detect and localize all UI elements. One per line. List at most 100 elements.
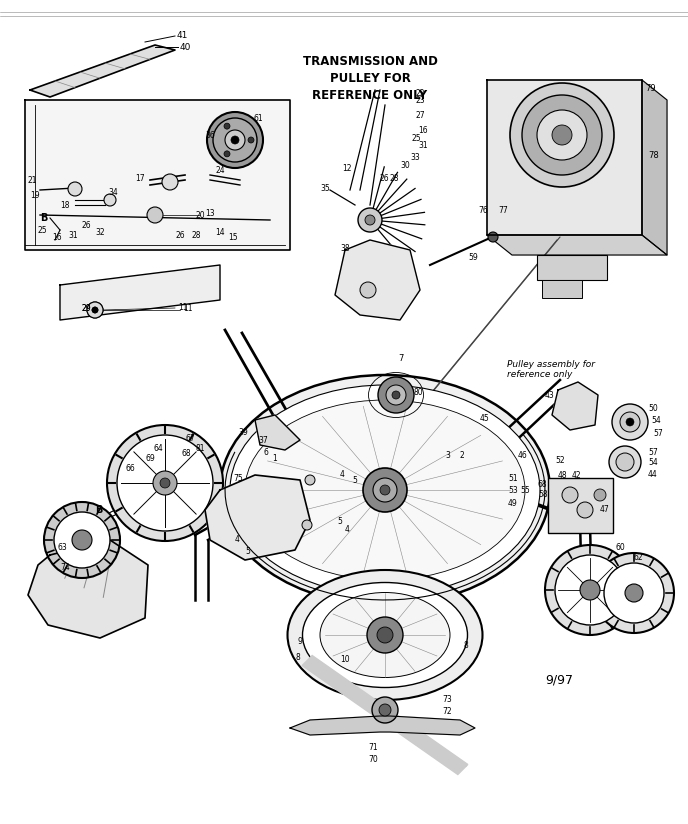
Bar xyxy=(537,255,607,280)
Text: 1: 1 xyxy=(272,453,277,462)
Circle shape xyxy=(224,151,230,157)
Circle shape xyxy=(580,580,600,600)
Polygon shape xyxy=(30,45,175,97)
Polygon shape xyxy=(25,100,290,250)
Text: 79: 79 xyxy=(645,83,656,92)
Circle shape xyxy=(365,215,375,225)
Text: TRANSMISSION AND
PULLEY FOR
REFERENCE ONLY: TRANSMISSION AND PULLEY FOR REFERENCE ON… xyxy=(303,55,438,102)
Circle shape xyxy=(72,530,92,550)
Polygon shape xyxy=(552,382,598,430)
Circle shape xyxy=(488,232,498,242)
Circle shape xyxy=(231,136,239,144)
Text: 61: 61 xyxy=(254,114,264,123)
Text: 5: 5 xyxy=(352,475,357,485)
Ellipse shape xyxy=(320,592,450,677)
Text: 22: 22 xyxy=(415,88,424,97)
Text: 26: 26 xyxy=(380,174,389,182)
Polygon shape xyxy=(487,235,667,255)
Text: 76: 76 xyxy=(478,205,488,214)
Circle shape xyxy=(367,617,403,653)
Text: 23: 23 xyxy=(415,96,424,105)
Polygon shape xyxy=(487,80,642,235)
Circle shape xyxy=(207,112,263,168)
Ellipse shape xyxy=(303,583,468,687)
Text: 52: 52 xyxy=(555,456,565,465)
Circle shape xyxy=(604,563,664,623)
Polygon shape xyxy=(302,656,468,775)
Text: 57: 57 xyxy=(653,428,663,438)
Circle shape xyxy=(377,627,393,643)
Circle shape xyxy=(358,208,382,232)
Text: 54: 54 xyxy=(648,457,658,466)
Circle shape xyxy=(609,446,641,478)
Circle shape xyxy=(248,137,254,143)
Text: 4: 4 xyxy=(345,526,350,535)
Polygon shape xyxy=(205,475,310,560)
Text: 70: 70 xyxy=(368,756,378,765)
Circle shape xyxy=(302,520,312,530)
Text: 32: 32 xyxy=(95,227,105,236)
Text: 2: 2 xyxy=(460,451,465,460)
Text: 6: 6 xyxy=(263,447,268,456)
Text: 68: 68 xyxy=(182,448,192,457)
Circle shape xyxy=(380,485,390,495)
Text: 57: 57 xyxy=(648,447,658,456)
Circle shape xyxy=(562,487,578,503)
Text: 48: 48 xyxy=(558,471,568,480)
Text: 14: 14 xyxy=(215,227,224,236)
Text: 18: 18 xyxy=(60,200,69,209)
Text: 71: 71 xyxy=(368,743,378,752)
Text: 10: 10 xyxy=(340,656,350,664)
Text: 80: 80 xyxy=(413,387,422,396)
Polygon shape xyxy=(255,415,300,450)
Circle shape xyxy=(147,207,163,223)
Circle shape xyxy=(620,412,640,432)
Circle shape xyxy=(92,307,98,313)
Polygon shape xyxy=(335,240,420,320)
Circle shape xyxy=(612,404,648,440)
Text: 63: 63 xyxy=(57,544,67,553)
Text: 17: 17 xyxy=(135,174,144,182)
Text: 25: 25 xyxy=(38,226,47,235)
Text: 9: 9 xyxy=(297,638,302,647)
Polygon shape xyxy=(28,540,148,638)
Polygon shape xyxy=(60,265,220,320)
Text: B: B xyxy=(40,213,47,223)
Text: 31: 31 xyxy=(418,141,428,149)
Text: 64: 64 xyxy=(153,443,163,452)
Text: 11: 11 xyxy=(178,302,188,311)
Text: 4: 4 xyxy=(235,536,240,545)
Text: 31: 31 xyxy=(68,231,78,240)
Text: 53: 53 xyxy=(508,485,518,494)
Text: 40: 40 xyxy=(180,43,191,52)
Text: 25: 25 xyxy=(412,133,422,143)
Circle shape xyxy=(225,130,245,150)
Circle shape xyxy=(162,174,178,190)
Ellipse shape xyxy=(220,375,550,605)
Circle shape xyxy=(160,478,170,488)
Circle shape xyxy=(87,302,103,318)
Text: 75: 75 xyxy=(233,474,243,483)
Text: 28: 28 xyxy=(390,174,400,182)
Text: 16: 16 xyxy=(418,125,428,134)
Circle shape xyxy=(626,418,634,426)
Text: 46: 46 xyxy=(518,451,528,460)
Text: 29: 29 xyxy=(82,303,92,312)
Text: 68: 68 xyxy=(538,480,548,489)
Circle shape xyxy=(522,95,602,175)
Text: 38: 38 xyxy=(340,244,350,252)
Text: 62: 62 xyxy=(633,553,643,561)
Bar xyxy=(548,478,613,533)
Ellipse shape xyxy=(288,570,482,700)
Text: 45: 45 xyxy=(480,414,490,423)
Text: 8: 8 xyxy=(295,653,300,662)
Text: 36: 36 xyxy=(205,130,215,139)
Text: 42: 42 xyxy=(572,471,581,480)
Circle shape xyxy=(104,194,116,206)
Text: 81: 81 xyxy=(195,443,204,452)
Text: 34: 34 xyxy=(108,188,118,196)
Text: 44: 44 xyxy=(648,470,658,479)
Text: 16: 16 xyxy=(52,232,62,241)
Text: 51: 51 xyxy=(508,474,517,483)
Circle shape xyxy=(92,307,98,313)
